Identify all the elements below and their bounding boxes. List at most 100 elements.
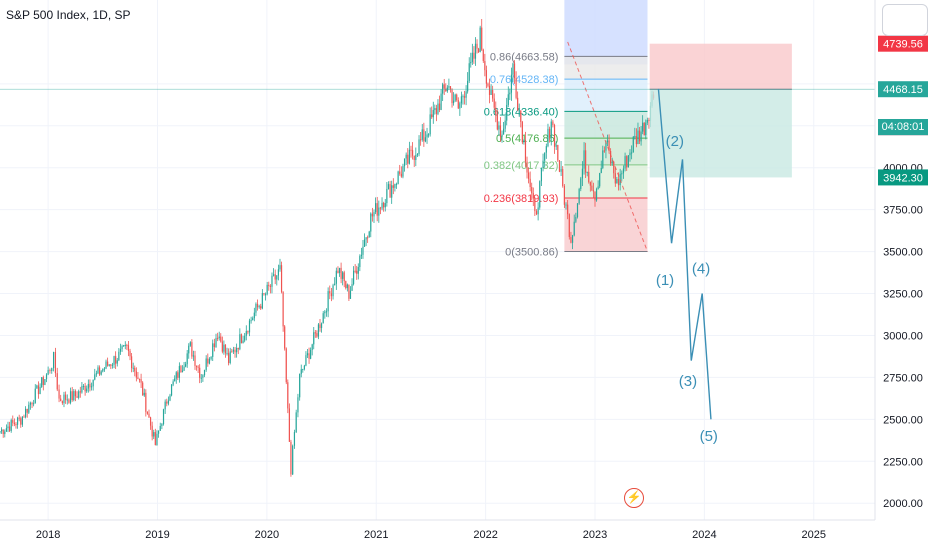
candle-body [334,283,336,286]
candle-body [205,358,207,370]
candle-body [151,425,153,437]
fib-level-label: 0(3500.86) [505,246,558,258]
candle-body [403,158,406,167]
candle-body [553,125,556,147]
trend-line [567,41,648,252]
candle-body [389,184,391,198]
candle-body [343,272,345,282]
candle-body [437,103,439,114]
y-tick-label: 3000.00 [883,330,923,342]
candle-body [258,306,260,308]
candle-body [300,369,302,374]
candle-body [10,420,12,431]
candle-body [274,274,276,280]
candle-body [242,340,244,344]
candle-body [375,203,377,213]
x-tick-label: 2023 [583,529,607,541]
candle-body [634,136,636,138]
candle-body [550,121,552,138]
candle-body [440,93,442,110]
candle-body [25,408,27,418]
candle-body [365,237,367,240]
candle-body [416,154,419,156]
candle-body [611,161,613,164]
candle-body [357,267,359,274]
candle-body [622,168,625,174]
candle-body [102,369,104,372]
candle-body [606,140,609,143]
candle-body [498,125,500,130]
candle-body [237,347,239,350]
candle-body [28,404,30,413]
candle-body [203,369,206,376]
candle-body [583,150,585,169]
candle-body [368,231,370,238]
candle-body [477,48,480,52]
candle-body [268,284,270,286]
candle-body [421,129,423,140]
fib-level-label: 0.236(3819.93) [484,193,559,205]
candle-body [217,337,219,339]
candle-body [376,203,378,216]
candle-body [479,27,481,52]
candle-body [105,361,107,369]
candle-body [84,385,86,392]
candle-body [635,136,638,145]
candle-body [435,108,438,114]
candle-body [79,391,81,393]
candle-body [44,379,46,385]
wave-projection-line [657,88,712,420]
candle-body [640,131,642,142]
candle-body [264,294,267,296]
candle-body [642,122,644,132]
candle-body [81,386,83,393]
candle-body [471,52,473,62]
candle-body [16,417,19,425]
candle-body [191,342,193,357]
candle-body [149,417,152,426]
candle-body [488,85,491,95]
flash-icon[interactable]: ⚡ [624,488,644,508]
candle-body [345,281,347,289]
candle-body [145,392,147,412]
chart-settings-button[interactable] [882,4,928,36]
candle-body [502,128,505,135]
candle-body [90,386,93,388]
candle-body [352,270,355,285]
candle-body [31,402,33,405]
candle-body [295,412,297,433]
candle-body [174,378,176,382]
candle-body [78,391,80,398]
candle-body [276,275,278,280]
candle-body [253,312,255,319]
candle-body [305,355,307,366]
candle-body [386,188,388,204]
candle-body [356,270,358,274]
candle-body [245,331,247,336]
candle-body [186,353,188,365]
candle-body [290,441,292,475]
stop-loss-zone [649,43,792,90]
chart-title: S&P 500 Index, 1D, SP [6,8,131,22]
candle-body [359,256,361,268]
candle-body [567,204,569,215]
candle-body [137,377,139,380]
candle-body [229,351,231,363]
candle-body [510,74,513,93]
candle-body [595,189,598,201]
candle-body [335,270,337,284]
candle-body [97,367,99,374]
candle-body [299,373,301,398]
candle-body [319,324,321,329]
fib-level-label: 0.5(4176.86) [496,133,558,145]
candle-body [585,150,587,173]
candle-body [412,150,414,156]
candle-body [558,160,561,172]
candle-body [36,385,38,389]
target-high-badge-bg [878,35,928,52]
x-tick-label: 2018 [36,529,60,541]
candle-body [292,445,294,475]
candle-body [86,388,88,392]
